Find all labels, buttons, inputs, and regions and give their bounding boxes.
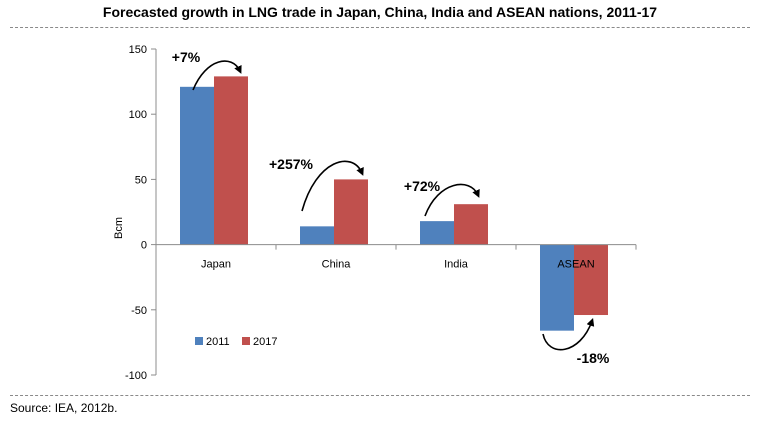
growth-annotation: +72% <box>404 178 441 194</box>
y-tick-label: 150 <box>129 44 147 56</box>
bar-chart: 150 100 50 0 -50 -100 Bcm Japan China India ASEAN +… <box>113 44 637 382</box>
growth-annotation: +7% <box>172 49 201 65</box>
y-tick-label: -50 <box>131 305 147 317</box>
source-note: Source: IEA, 2012b. <box>10 401 118 415</box>
growth-arrow <box>301 160 364 212</box>
y-tick-label: 100 <box>129 109 147 121</box>
bar-japan-2017 <box>214 76 248 245</box>
legend-swatch-2017 <box>242 337 250 345</box>
legend-swatch-2011 <box>195 337 203 345</box>
bar-china-2017 <box>334 179 368 245</box>
y-tick-label: -100 <box>125 370 147 382</box>
chart-title: Forecasted growth in LNG trade in Japan,… <box>102 4 658 20</box>
y-axis-label: Bcm <box>113 217 125 239</box>
bar-india-2011 <box>420 221 454 245</box>
growth-arrow <box>424 183 480 217</box>
bar-japan-2011 <box>180 86 214 245</box>
bar-asean-2011 <box>540 244 574 331</box>
legend-label: 2011 <box>206 336 230 348</box>
growth-arrow <box>192 60 242 91</box>
y-tick-label: 50 <box>135 174 147 186</box>
category-label: ASEAN <box>557 259 594 271</box>
growth-arrow <box>542 317 595 351</box>
y-tick-label: 0 <box>141 240 147 252</box>
growth-annotation: -18% <box>577 350 610 366</box>
growth-annotation: +257% <box>269 156 314 172</box>
category-label: Japan <box>201 259 231 271</box>
bar-asean-2017 <box>574 244 608 316</box>
bar-china-2011 <box>300 226 334 245</box>
category-label: India <box>444 259 469 271</box>
category-label: China <box>322 259 352 271</box>
bottom-divider <box>10 395 750 396</box>
top-divider <box>10 27 750 28</box>
legend-label: 2017 <box>253 336 277 348</box>
bar-india-2017 <box>454 204 488 245</box>
